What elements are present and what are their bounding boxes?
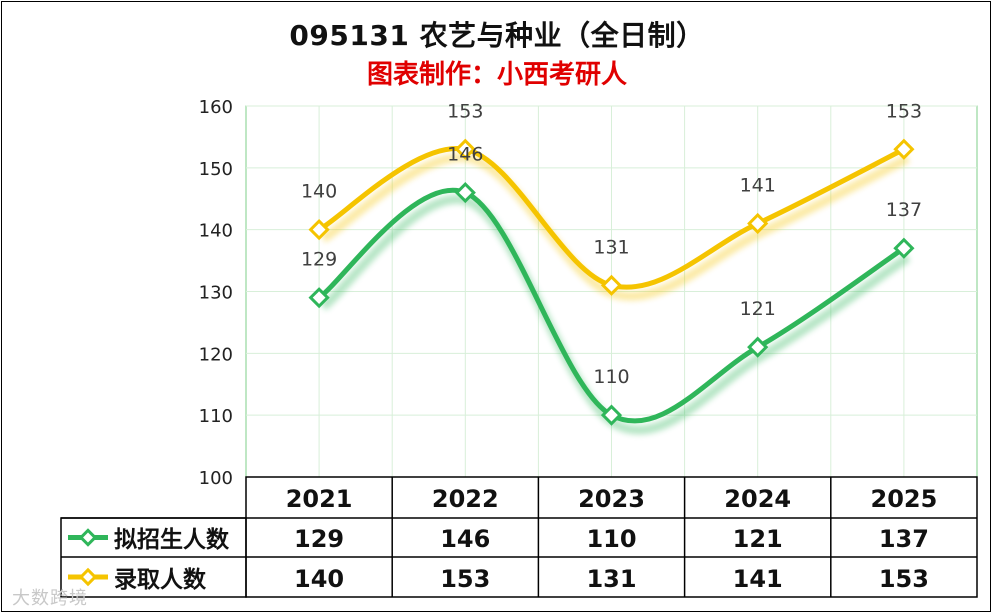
data-point	[454, 138, 476, 160]
y-tick-label: 140	[199, 221, 233, 242]
x-tick-label: 2025	[871, 485, 938, 513]
data-point	[454, 181, 476, 204]
y-tick-label: 110	[199, 406, 233, 427]
y-tick-label: 130	[199, 283, 233, 304]
data-label: 137	[886, 199, 922, 221]
legend-label: 拟招生人数	[114, 526, 230, 553]
data-label: 153	[447, 100, 483, 122]
data-label: 153	[886, 100, 922, 122]
series-shadow-0	[320, 194, 911, 435]
y-tick-label: 160	[199, 97, 233, 118]
x-tick-label: 2023	[578, 485, 645, 513]
x-tick-label: 2021	[286, 485, 353, 513]
data-point	[893, 138, 915, 160]
legend-marker-0	[78, 528, 98, 547]
table-cell: 110	[586, 525, 636, 553]
data-point	[308, 287, 330, 309]
data-label: 121	[740, 298, 776, 320]
data-point	[600, 404, 623, 426]
data-point	[893, 237, 915, 259]
data-label: 141	[740, 174, 776, 196]
data-label: 146	[447, 144, 483, 166]
data-label: 140	[301, 181, 337, 203]
table-cell: 121	[733, 525, 783, 553]
table-cell: 146	[440, 525, 490, 553]
y-tick-label: 150	[199, 159, 233, 180]
table-cell: 140	[294, 565, 344, 593]
series-line-0	[316, 187, 907, 424]
table-cell: 153	[879, 565, 929, 593]
data-point	[308, 219, 330, 241]
data-point	[600, 274, 623, 296]
y-tick-label: 120	[199, 344, 233, 365]
table-cell: 137	[879, 525, 929, 553]
table-cell: 141	[733, 565, 783, 593]
chart-title: 095131 农艺与种业（全日制）	[289, 19, 705, 52]
data-point	[747, 336, 769, 358]
y-tick-label: 100	[199, 468, 233, 489]
watermark: 大数跨境	[12, 588, 88, 609]
data-label: 131	[593, 236, 629, 258]
table-cell: 131	[586, 565, 636, 593]
x-tick-label: 2022	[432, 485, 499, 513]
legend-marker-1	[78, 567, 98, 587]
x-tick-label: 2024	[724, 485, 791, 513]
data-label: 129	[301, 249, 337, 271]
data-label: 110	[593, 366, 629, 388]
legend-label: 录取人数	[114, 567, 207, 593]
series-shadow-1	[320, 153, 910, 301]
chart-subtitle: 图表制作：小西考研人	[366, 60, 627, 90]
data-point	[747, 212, 769, 235]
table-cell: 153	[440, 565, 490, 593]
table-cell: 129	[294, 525, 344, 553]
